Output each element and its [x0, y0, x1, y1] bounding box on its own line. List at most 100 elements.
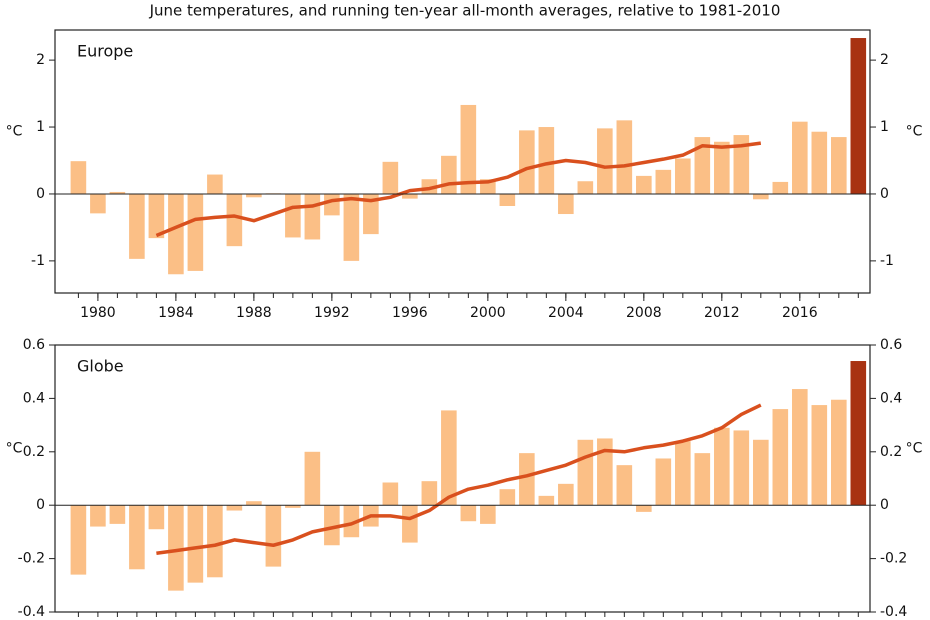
bar — [636, 175, 652, 194]
y-tick-label: 0.4 — [23, 390, 45, 406]
y2-axis-label: °C — [906, 441, 923, 457]
x-tick-label: 2016 — [782, 305, 818, 321]
x-tick-label: 2000 — [470, 305, 506, 321]
y2-tick-label: 0.6 — [880, 337, 902, 353]
bar — [148, 193, 165, 239]
bar — [109, 505, 126, 524]
y2-tick-label: -0.4 — [880, 604, 907, 620]
bar — [577, 181, 594, 194]
bar — [831, 399, 847, 506]
y2-tick-label: 1 — [880, 119, 889, 135]
bar — [109, 191, 126, 194]
bar — [772, 409, 789, 506]
bar — [441, 155, 457, 194]
bar — [733, 430, 750, 506]
bar — [616, 465, 633, 506]
bar — [187, 505, 204, 583]
bar — [246, 501, 262, 506]
bar — [460, 505, 477, 522]
x-tick-label: 1988 — [236, 305, 272, 321]
bar — [850, 361, 867, 506]
bar — [421, 481, 438, 506]
bar — [655, 458, 672, 506]
bar — [694, 137, 711, 194]
bar — [382, 482, 399, 506]
bar — [597, 438, 613, 506]
bar — [129, 193, 145, 259]
bar — [538, 127, 555, 194]
x-tick-label: 1996 — [392, 305, 428, 321]
y2-tick-label: 0 — [880, 497, 889, 513]
x-tick-label: 1992 — [314, 305, 350, 321]
bar — [402, 505, 418, 543]
y2-tick-label: 0.4 — [880, 390, 902, 406]
bar — [753, 439, 769, 506]
bar — [343, 505, 360, 538]
bar — [285, 505, 301, 508]
bar — [577, 439, 594, 506]
y2-tick-label: -1 — [880, 253, 894, 269]
bar — [811, 405, 828, 506]
bar — [675, 441, 691, 506]
bar — [519, 453, 535, 506]
bar — [70, 505, 87, 575]
y-tick-label: -0.4 — [18, 604, 45, 620]
bar — [597, 128, 613, 194]
bar — [753, 193, 769, 200]
x-tick-label: 2004 — [548, 305, 584, 321]
bar — [811, 131, 828, 194]
bar — [90, 505, 106, 527]
y-axis-label: °C — [6, 124, 23, 140]
bar — [499, 193, 516, 207]
y2-tick-label: 0.2 — [880, 444, 902, 460]
bar — [792, 121, 808, 194]
x-tick-label: 1984 — [158, 305, 194, 321]
bar — [343, 193, 360, 261]
bar — [714, 427, 730, 506]
bar — [499, 489, 516, 506]
bar — [675, 158, 691, 194]
bar — [90, 193, 106, 214]
bar — [304, 193, 321, 240]
bar — [460, 104, 477, 194]
bar — [850, 38, 867, 194]
bar — [168, 193, 184, 275]
bar — [246, 193, 262, 198]
bar — [207, 174, 223, 194]
x-tick-label: 2008 — [626, 305, 662, 321]
y-tick-label: 2 — [36, 52, 45, 68]
bar — [655, 169, 672, 194]
bar — [538, 495, 555, 506]
bar — [714, 141, 730, 194]
panel-title: Europe — [77, 42, 133, 61]
y2-tick-label: 2 — [880, 52, 889, 68]
running-average-line — [156, 403, 762, 555]
bar — [480, 505, 496, 524]
y-tick-label: 0.6 — [23, 337, 45, 353]
bar — [558, 193, 574, 215]
bar — [148, 505, 165, 530]
bar — [616, 120, 633, 194]
bar — [831, 137, 847, 194]
panel-title: Globe — [77, 357, 124, 376]
bar — [324, 505, 340, 546]
y-tick-label: 0 — [36, 186, 45, 202]
plot-frame — [54, 344, 871, 613]
y-tick-label: 0 — [36, 497, 45, 513]
running-average-line — [155, 141, 762, 238]
y-tick-label: 0.2 — [23, 444, 45, 460]
bar — [772, 181, 789, 194]
bar — [363, 193, 379, 235]
figure-title: June temperatures, and running ten-year … — [149, 2, 781, 20]
y2-axis-label: °C — [906, 124, 923, 140]
plot-frame — [54, 29, 871, 294]
y2-tick-label: 0 — [880, 186, 889, 202]
bar — [636, 505, 652, 512]
bar — [694, 453, 711, 506]
bar — [129, 505, 145, 570]
bar — [207, 505, 223, 578]
bar — [558, 483, 574, 506]
bar — [792, 389, 808, 506]
bar — [285, 193, 301, 238]
